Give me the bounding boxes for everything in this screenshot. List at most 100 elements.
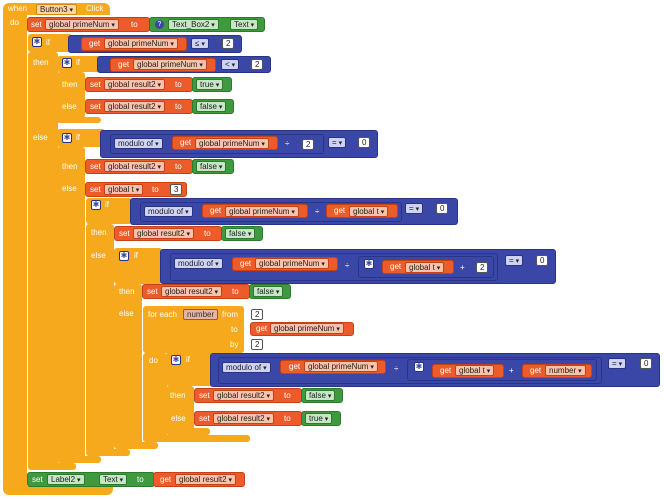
operator-dropdown-lt[interactable]: < [221,59,240,70]
outer-if-gear-icon[interactable]: ✱ [32,37,42,47]
number-field-0[interactable]: 0 [358,137,371,148]
variable-dropdown-primenum[interactable]: global primeNum [45,19,119,30]
operator-dropdown-eq[interactable]: = [405,203,424,214]
number-field-0[interactable]: 0 [436,203,449,214]
component-dropdown-button3[interactable]: Button3 [36,4,78,15]
boolean-dropdown-false[interactable]: false [225,228,256,239]
number-field-0[interactable]: 0 [640,358,653,369]
boolean-dropdown-false[interactable]: false [305,390,336,401]
help-icon[interactable]: ? [155,20,164,29]
inner-if-gear-icon[interactable]: ✱ [62,58,72,68]
component-dropdown-textbox2[interactable]: Text_Box2 [168,19,219,30]
boolean-dropdown-false[interactable]: false [196,101,227,112]
to-keyword: to [131,20,138,29]
modulo-t-if-gear-icon[interactable]: ✱ [91,200,101,210]
operator-dropdown-eq[interactable]: = [328,137,347,148]
get-keyword: get [89,39,101,48]
for-each-keyword: for each [148,310,177,319]
inner-loop-if-gear-icon[interactable]: ✱ [171,355,181,365]
variable-dropdown-result2[interactable]: global result2 [104,161,166,172]
variable-dropdown-primenum[interactable]: global primeNum [270,323,344,334]
to-keyword: to [284,414,291,423]
number-field-0[interactable]: 0 [536,255,549,266]
variable-dropdown-primenum[interactable]: global primeNum [104,38,178,49]
variable-dropdown-result2[interactable]: global result2 [213,413,275,424]
variable-dropdown-result2[interactable]: global result2 [175,474,237,485]
set-keyword: set [31,20,42,29]
boolean-dropdown-false[interactable]: false [253,286,284,297]
variable-dropdown-primenum[interactable]: global primeNum [255,258,329,269]
loop-variable-number[interactable]: number [183,309,219,320]
addition-gear-icon[interactable]: ✱ [364,259,374,269]
get-keyword: get [240,259,252,268]
then-keyword: then [119,287,135,296]
number-field-2[interactable]: 2 [222,38,235,49]
math-dropdown-modulo[interactable]: modulo of [114,138,163,149]
event-block-bottom [3,486,113,495]
get-keyword: get [118,60,130,69]
from-keyword: from [222,310,238,319]
else-keyword: else [171,414,186,423]
variable-dropdown-primenum[interactable]: global primeNum [133,59,207,70]
math-dropdown-modulo[interactable]: modulo of [174,258,223,269]
if-keyword: if [134,251,138,260]
number-field-3[interactable]: 3 [170,184,183,195]
to-keyword: to [175,162,182,171]
number-field-2[interactable]: 2 [302,139,315,150]
divide-symbol: ÷ [285,139,290,148]
modulo2-if-gear-icon[interactable]: ✱ [62,133,72,143]
boolean-dropdown-true[interactable]: true [305,413,333,424]
property-dropdown-text[interactable]: Text [230,19,259,30]
variable-dropdown-t[interactable]: global t [104,184,144,195]
math-dropdown-modulo[interactable]: modulo of [144,206,193,217]
get-keyword: get [440,366,452,375]
modulo-t2-if-gear-icon[interactable]: ✱ [119,251,129,261]
variable-dropdown-primenum[interactable]: global primeNum [225,206,299,217]
operator-dropdown-eq[interactable]: = [505,255,524,266]
do-keyword: do [10,18,19,27]
variable-dropdown-result2[interactable]: global result2 [213,390,275,401]
if-keyword: if [105,200,109,209]
then-keyword: then [170,391,186,400]
variable-dropdown-result2[interactable]: global result2 [104,101,166,112]
number-field-2[interactable]: 2 [251,339,264,350]
get-keyword: get [390,262,402,271]
property-dropdown-text[interactable]: Text [99,474,128,485]
then-keyword: then [33,58,49,67]
to-keyword: to [231,325,238,334]
variable-dropdown-result2[interactable]: global result2 [104,79,166,90]
boolean-dropdown-false[interactable]: false [196,161,227,172]
variable-dropdown-result2[interactable]: global result2 [161,286,223,297]
operator-dropdown-le[interactable]: ≤ [191,38,209,49]
plus-symbol: + [509,366,514,375]
variable-dropdown-t[interactable]: global t [455,365,495,376]
variable-dropdown-t[interactable]: global t [349,206,389,217]
variable-dropdown-t[interactable]: global t [405,262,445,273]
modulo-t2-if-bottom [114,442,158,449]
number-field-2[interactable]: 2 [251,309,264,320]
else-keyword: else [33,133,48,142]
math-dropdown-modulo[interactable]: modulo of [222,362,271,373]
get-keyword: get [160,475,172,484]
variable-dropdown-primenum[interactable]: global primeNum [304,361,378,372]
to-keyword: to [175,102,182,111]
else-keyword: else [62,102,77,111]
plus-symbol: + [460,263,465,272]
addition-gear-icon[interactable]: ✱ [414,362,424,372]
boolean-dropdown-true[interactable]: true [196,79,224,90]
set-keyword: set [90,162,101,171]
component-dropdown-label2[interactable]: Label2 [47,474,85,485]
get-keyword: get [210,206,222,215]
outer-if-bottom [28,463,76,470]
number-field-2[interactable]: 2 [476,262,489,273]
to-keyword: to [204,229,211,238]
variable-dropdown-primenum[interactable]: global primeNum [195,138,269,149]
to-keyword: to [137,475,144,484]
event-body-spine [3,15,27,493]
operator-dropdown-eq[interactable]: = [608,358,627,369]
variable-dropdown-result2[interactable]: global result2 [133,228,195,239]
variable-dropdown-number[interactable]: number [545,365,586,376]
divide-symbol: ÷ [394,364,399,373]
number-field-2[interactable]: 2 [251,59,264,70]
